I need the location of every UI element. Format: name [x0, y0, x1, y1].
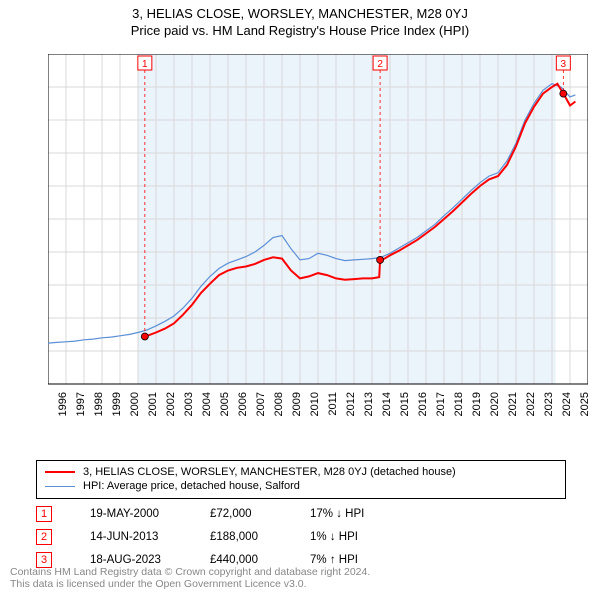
svg-text:2000: 2000: [129, 392, 141, 416]
footer-text: Contains HM Land Registry data © Crown c…: [10, 566, 370, 590]
legend-row: HPI: Average price, detached house, Salf…: [45, 479, 557, 493]
svg-text:2001: 2001: [147, 392, 159, 416]
legend-label: 3, HELIAS CLOSE, WORSLEY, MANCHESTER, M2…: [83, 465, 456, 479]
svg-text:2021: 2021: [507, 392, 519, 416]
legend-row: 3, HELIAS CLOSE, WORSLEY, MANCHESTER, M2…: [45, 465, 557, 479]
svg-text:2011: 2011: [327, 392, 339, 416]
marker-number-box: 2: [36, 529, 52, 545]
line-chart-svg: £0£50K£100K£150K£200K£250K£300K£350K£400…: [48, 54, 588, 424]
svg-text:2024: 2024: [561, 392, 573, 416]
svg-text:2016: 2016: [417, 392, 429, 416]
legend-box: 3, HELIAS CLOSE, WORSLEY, MANCHESTER, M2…: [36, 460, 566, 499]
svg-text:2006: 2006: [237, 392, 249, 416]
marker-price: £440,000: [210, 554, 310, 566]
svg-text:2018: 2018: [453, 392, 465, 416]
chart-subtitle: Price paid vs. HM Land Registry's House …: [0, 23, 600, 38]
marker-table-row: 2 14-JUN-2013£188,0001% ↓ HPI: [36, 525, 430, 548]
marker-price: £72,000: [210, 508, 310, 520]
marker-date: 14-JUN-2013: [90, 531, 210, 543]
svg-text:2023: 2023: [543, 392, 555, 416]
svg-text:2020: 2020: [489, 392, 501, 416]
svg-text:1: 1: [142, 59, 148, 70]
svg-text:2019: 2019: [471, 392, 483, 416]
svg-text:2013: 2013: [363, 392, 375, 416]
svg-text:2022: 2022: [525, 392, 537, 416]
marker-table-row: 1 19-MAY-2000£72,00017% ↓ HPI: [36, 502, 430, 525]
svg-text:2010: 2010: [309, 392, 321, 416]
svg-text:2009: 2009: [291, 392, 303, 416]
chart-container: 3, HELIAS CLOSE, WORSLEY, MANCHESTER, M2…: [0, 6, 600, 596]
svg-text:1995: 1995: [48, 392, 51, 416]
chart-plot-area: £0£50K£100K£150K£200K£250K£300K£350K£400…: [48, 54, 588, 424]
marker-table: 1 19-MAY-2000£72,00017% ↓ HPI 2 14-JUN-2013…: [36, 502, 430, 571]
legend-swatch: [45, 471, 75, 473]
svg-text:2012: 2012: [345, 392, 357, 416]
svg-text:1999: 1999: [111, 392, 123, 416]
marker-price: £188,000: [210, 531, 310, 543]
svg-text:2007: 2007: [255, 392, 267, 416]
svg-text:2014: 2014: [381, 392, 393, 416]
svg-text:2015: 2015: [399, 392, 411, 416]
svg-text:1997: 1997: [75, 392, 87, 416]
svg-text:2002: 2002: [165, 392, 177, 416]
svg-text:2017: 2017: [435, 392, 447, 416]
marker-date: 18-AUG-2023: [90, 554, 210, 566]
marker-date: 19-MAY-2000: [90, 508, 210, 520]
svg-text:1996: 1996: [57, 392, 69, 416]
svg-text:2025: 2025: [579, 392, 588, 416]
marker-pct: 1% ↓ HPI: [310, 531, 430, 543]
marker-pct: 7% ↑ HPI: [310, 554, 430, 566]
svg-text:2: 2: [377, 59, 383, 70]
svg-text:2003: 2003: [183, 392, 195, 416]
svg-text:2005: 2005: [219, 392, 231, 416]
svg-text:2004: 2004: [201, 392, 213, 416]
legend-label: HPI: Average price, detached house, Salf…: [83, 479, 300, 493]
legend-swatch: [45, 486, 75, 487]
svg-text:3: 3: [561, 59, 567, 70]
svg-text:1998: 1998: [93, 392, 105, 416]
marker-pct: 17% ↓ HPI: [310, 508, 430, 520]
marker-number-box: 1: [36, 506, 52, 522]
chart-title: 3, HELIAS CLOSE, WORSLEY, MANCHESTER, M2…: [0, 6, 600, 21]
svg-text:2008: 2008: [273, 392, 285, 416]
